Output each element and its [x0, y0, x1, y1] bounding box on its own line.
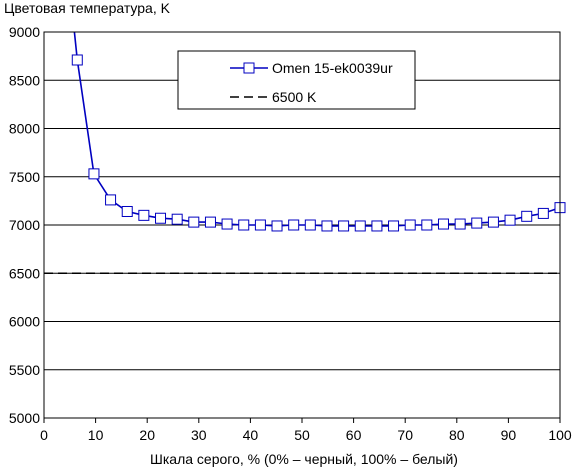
x-tick-label-50: 50 — [294, 427, 310, 443]
data-point-omen-19 — [388, 220, 400, 232]
data-point-omen-11 — [254, 219, 266, 231]
x-tick-label-40: 40 — [243, 427, 259, 443]
data-point-omen-26 — [504, 214, 516, 226]
y-tick-label-7500: 7500 — [9, 169, 40, 185]
data-point-omen-25 — [487, 216, 499, 228]
data-point-omen-20 — [404, 219, 416, 231]
legend: Omen 15-ek0039ur 6500 K — [177, 50, 416, 110]
data-point-omen-3 — [121, 205, 133, 217]
data-point-omen-1 — [88, 168, 100, 180]
data-point-omen-15 — [321, 220, 333, 232]
legend-label-omen: Omen 15-ek0039ur — [272, 60, 393, 76]
data-point-omen-0 — [71, 54, 83, 66]
data-point-omen-5 — [155, 212, 167, 224]
x-tick-label-90: 90 — [501, 427, 517, 443]
data-point-omen-23 — [454, 218, 466, 230]
x-tick-labels: 0 10 20 30 40 50 60 70 80 90 100 — [40, 427, 572, 443]
data-point-omen-17 — [354, 220, 366, 232]
data-point-omen-24 — [471, 217, 483, 229]
data-point-omen-13 — [288, 219, 300, 231]
y-tick-label-8500: 8500 — [9, 72, 40, 88]
data-point-omen-9 — [221, 218, 233, 230]
x-tick-label-0: 0 — [40, 427, 48, 443]
data-point-omen-6 — [171, 213, 183, 225]
x-tick-label-70: 70 — [397, 427, 413, 443]
x-tick-label-30: 30 — [191, 427, 207, 443]
chart-title: Цветовая температура, K — [4, 0, 171, 16]
x-axis-label: Шкала серого, % (0% – черный, 100% – бел… — [150, 451, 458, 467]
y-tick-label-9000: 9000 — [9, 24, 40, 40]
x-tick-label-20: 20 — [139, 427, 155, 443]
y-tick-labels: 5000 5500 6000 6500 7000 7500 8000 8500 9000 — [9, 24, 40, 426]
data-point-omen-4 — [138, 209, 150, 221]
y-tick-label-5500: 5500 — [9, 362, 40, 378]
data-point-omen-28 — [537, 207, 549, 219]
y-tick-label-6000: 6000 — [9, 314, 40, 330]
x-tick-label-60: 60 — [346, 427, 362, 443]
y-tick-label-5000: 5000 — [9, 410, 40, 426]
data-point-omen-27 — [521, 210, 533, 222]
plot-frame — [43, 31, 561, 419]
data-point-omen-14 — [304, 219, 316, 231]
grid — [43, 79, 561, 423]
legend-box — [177, 50, 416, 110]
data-point-omen-16 — [338, 220, 350, 232]
data-point-omen-22 — [437, 218, 449, 230]
x-tick-label-10: 10 — [88, 427, 104, 443]
y-tick-label-8000: 8000 — [9, 121, 40, 137]
data-point-omen-18 — [371, 220, 383, 232]
data-point-omen-21 — [421, 219, 433, 231]
data-point-omen-2 — [105, 194, 117, 206]
data-point-omen-7 — [188, 216, 200, 228]
data-point-omen-12 — [271, 220, 283, 232]
legend-marker-omen — [243, 62, 255, 74]
x-tick-label-80: 80 — [449, 427, 465, 443]
x-tick-label-100: 100 — [548, 427, 572, 443]
y-tick-label-7000: 7000 — [9, 217, 40, 233]
legend-label-6500k: 6500 K — [272, 89, 317, 105]
y-tick-label-6500: 6500 — [9, 265, 40, 281]
data-point-omen-10 — [238, 219, 250, 231]
data-point-omen-8 — [204, 216, 216, 228]
